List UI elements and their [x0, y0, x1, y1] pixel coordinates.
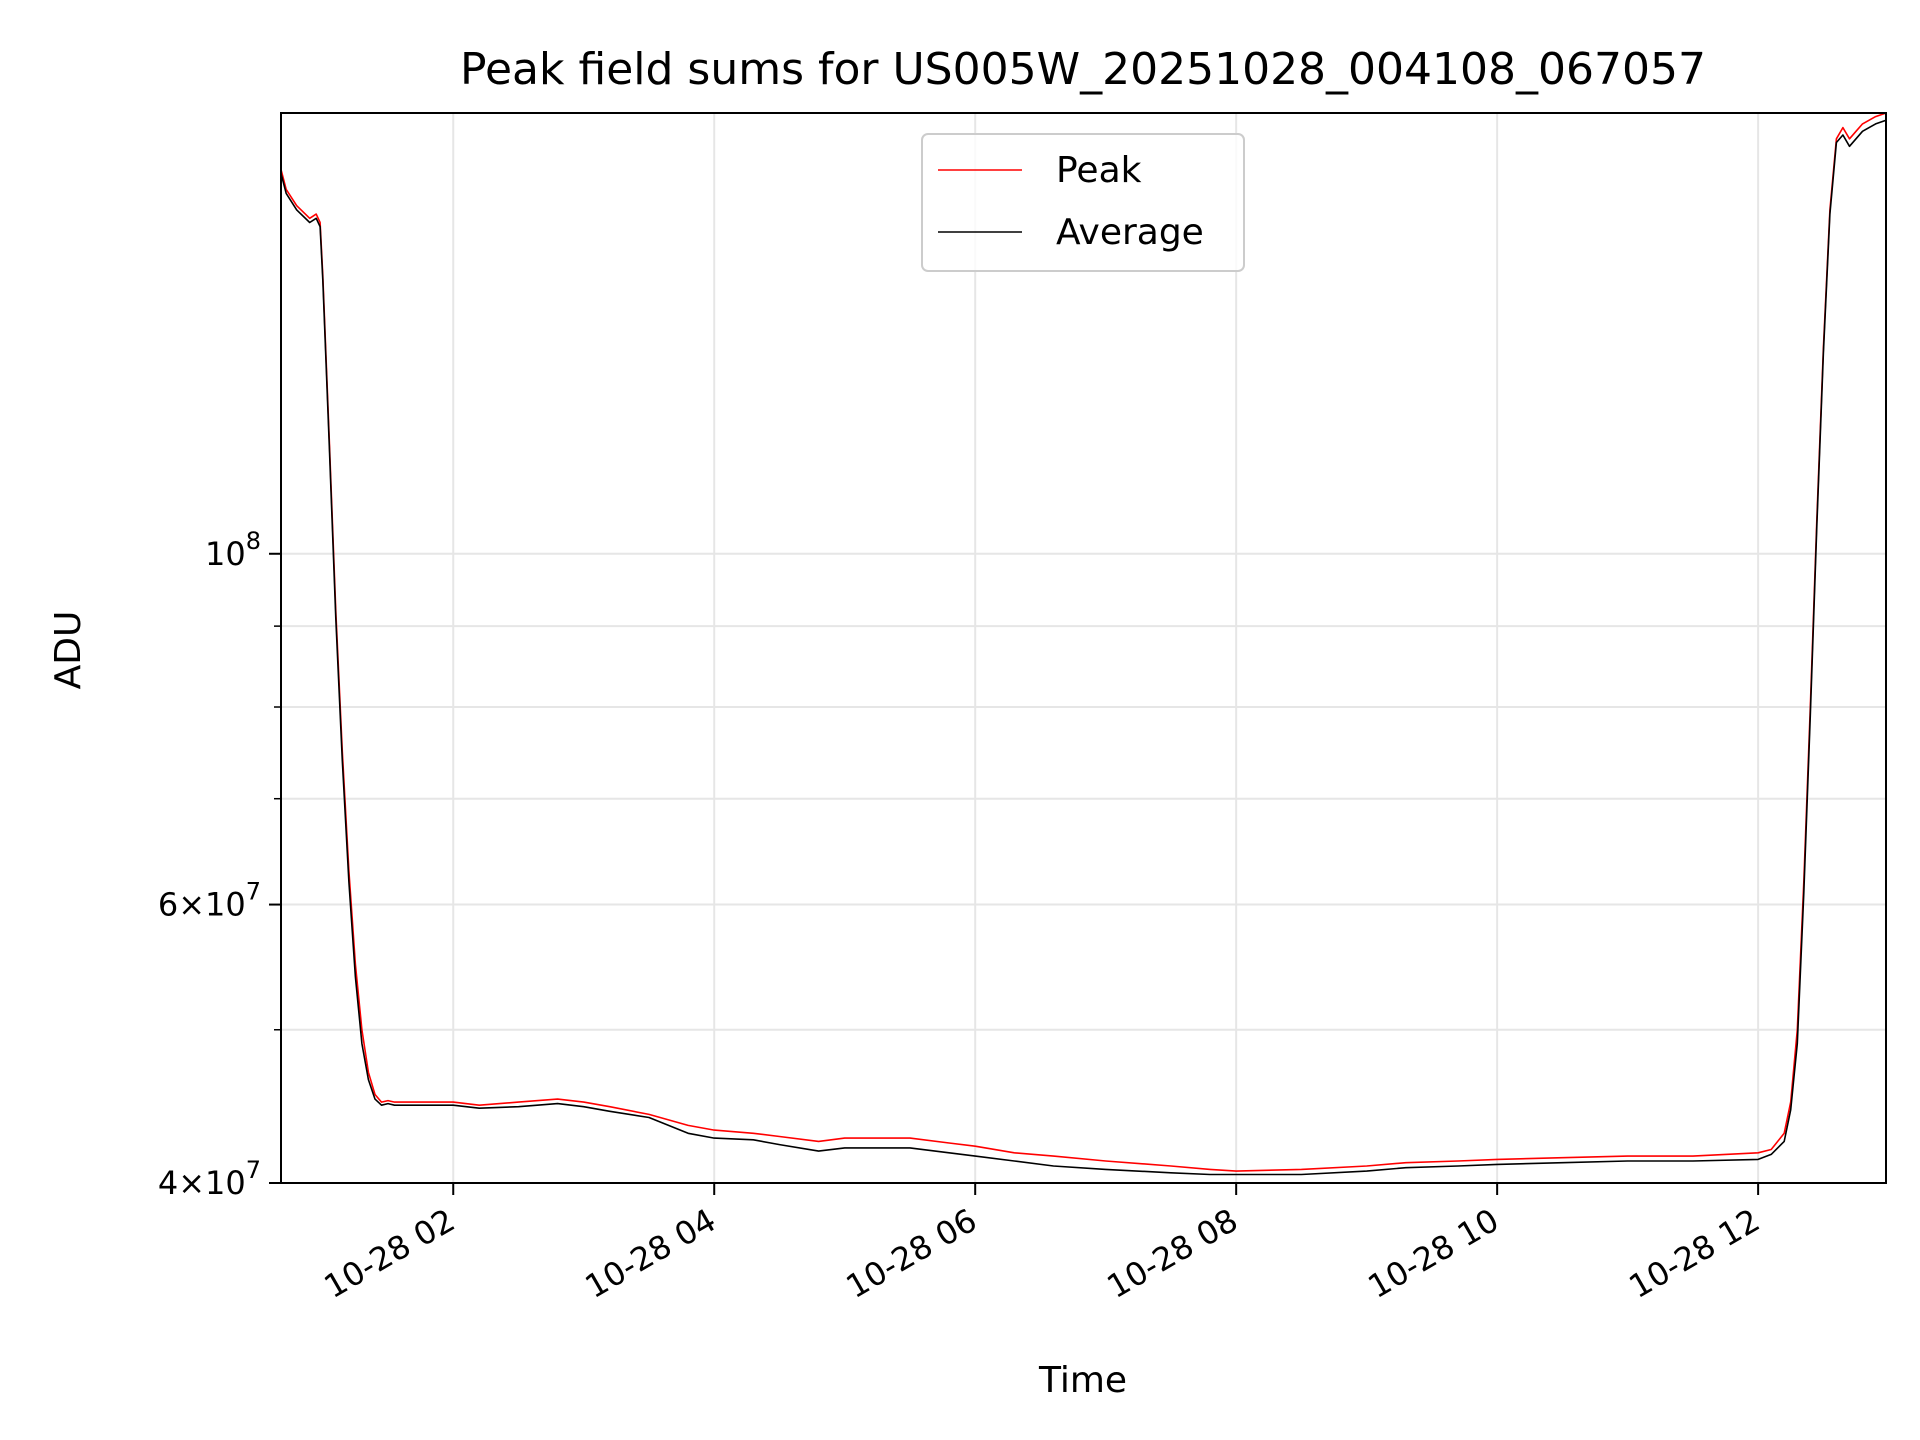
x-axis-label: Time	[1038, 1360, 1127, 1401]
legend: Peak Average	[921, 133, 1245, 272]
legend-label-average: Average	[1056, 212, 1204, 253]
series-layer	[281, 113, 1886, 1176]
y-tick-label: 6×107	[158, 878, 261, 924]
series-line-average	[281, 119, 1886, 1176]
chart-title: Peak field sums for US005W_20251028_0041…	[460, 44, 1706, 95]
y-axis: 4×107 6×107 108	[158, 527, 281, 1202]
plot-frame	[280, 112, 1887, 1184]
grid-lines	[281, 113, 1886, 1183]
legend-label-peak: Peak	[1056, 150, 1142, 191]
y-axis-label: ADU	[48, 611, 89, 690]
legend-box	[921, 133, 1245, 272]
y-tick-label: 108	[205, 527, 261, 573]
y-tick-label: 4×107	[158, 1156, 261, 1202]
